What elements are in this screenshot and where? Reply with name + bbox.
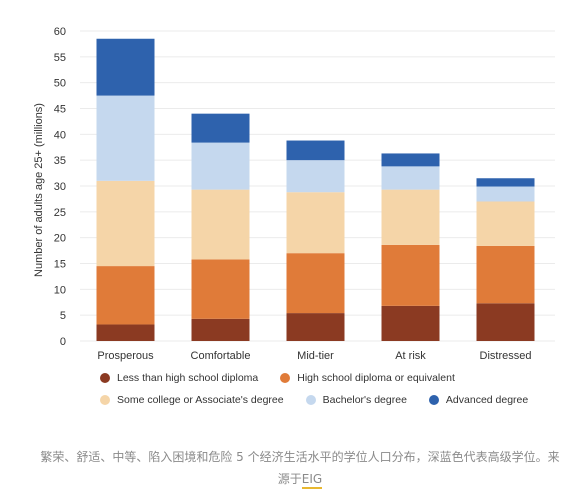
bar-segment <box>96 266 155 325</box>
stacked-bar-chart: 0 5 10 15 20 25 30 35 40 45 50 55 60 Number of adults… <box>33 26 560 416</box>
y-tick-label: 10 <box>54 284 66 296</box>
figure-caption: 繁荣、舒适、中等、陷入困境和危险 5 个经济生活水平的学位人口分布，深蓝色代表高… <box>40 446 560 490</box>
legend-item-hs-diploma: High school diploma or equivalent <box>280 372 455 384</box>
legend-label-less-than-hs: Less than high school diploma <box>117 372 259 384</box>
bar-segment <box>476 201 535 246</box>
bar-segment <box>191 142 250 190</box>
x-tick-label: Distressed <box>480 350 532 362</box>
legend-item-bachelors: Bachelor's degree <box>305 394 407 406</box>
y-axis-label: Number of adults age 25+ (millions) <box>33 103 45 277</box>
bar-segment <box>381 153 440 167</box>
bar-segment <box>191 189 250 260</box>
bar-segment <box>381 305 440 341</box>
y-tick-label: 30 <box>54 181 66 193</box>
x-tick-label: At risk <box>395 350 426 362</box>
legend-label-bachelors: Bachelor's degree <box>322 394 407 406</box>
legend-swatch-less-than-hs <box>100 373 110 383</box>
bar-segment <box>476 178 535 187</box>
caption-source-link[interactable]: EIG <box>301 472 323 489</box>
y-tick-label: 0 <box>60 336 66 348</box>
legend-swatch-some-college <box>100 395 110 405</box>
legend-item-some-college: Some college or Associate's degree <box>100 394 284 406</box>
bar-segment <box>191 259 250 319</box>
x-tick-label: Mid-tier <box>297 350 334 362</box>
y-tick-label: 45 <box>54 104 66 116</box>
bar-segment <box>286 140 345 161</box>
chart-legend: Less than high school diploma High schoo… <box>100 372 560 416</box>
x-tick-label: Comfortable <box>191 350 251 362</box>
y-tick-label: 55 <box>54 52 66 64</box>
bar-segment <box>476 303 535 341</box>
legend-label-hs-diploma: High school diploma or equivalent <box>297 372 455 384</box>
bar-segment <box>381 189 440 245</box>
bar-segment <box>286 313 345 341</box>
chart-svg: 0 5 10 15 20 25 30 35 40 45 50 55 60 Number of adults… <box>33 26 555 362</box>
legend-label-advanced: Advanced degree <box>445 394 529 406</box>
y-tick-label: 20 <box>54 233 66 245</box>
bar-segment <box>286 192 345 254</box>
legend-swatch-bachelors <box>305 395 316 405</box>
bar-segment <box>286 160 345 193</box>
y-tick-label: 35 <box>54 155 66 167</box>
bar-segment <box>96 180 155 267</box>
legend-swatch-advanced <box>428 395 439 405</box>
caption-text: 繁荣、舒适、中等、陷入困境和危险 5 个经济生活水平的学位人口分布，深蓝色代表高… <box>40 450 560 486</box>
bar-segment <box>286 253 345 314</box>
legend-row-1: Less than high school diploma High schoo… <box>100 372 560 384</box>
bar-segment <box>191 318 250 341</box>
bar-segment <box>96 95 155 181</box>
bar-segment <box>476 186 535 202</box>
bar-segment <box>96 324 155 341</box>
bar-segment <box>381 244 440 306</box>
bar-segment <box>381 166 440 190</box>
bar-segment <box>96 38 155 96</box>
legend-item-less-than-hs: Less than high school diploma <box>100 372 258 384</box>
y-tick-label: 25 <box>54 207 66 219</box>
bar-segment <box>476 245 535 304</box>
bar-segment <box>191 113 250 143</box>
legend-label-some-college: Some college or Associate's degree <box>117 394 284 406</box>
legend-item-advanced: Advanced degree <box>428 394 529 406</box>
y-tick-label: 5 <box>60 310 66 322</box>
legend-swatch-hs-diploma <box>280 373 291 383</box>
y-tick-label: 50 <box>54 78 66 90</box>
y-tick-label: 60 <box>54 26 66 38</box>
legend-row-2: Some college or Associate's degree Bache… <box>100 394 560 406</box>
x-tick-label: Prosperous <box>97 350 154 362</box>
y-tick-label: 15 <box>54 259 66 271</box>
y-tick-label: 40 <box>54 129 66 141</box>
